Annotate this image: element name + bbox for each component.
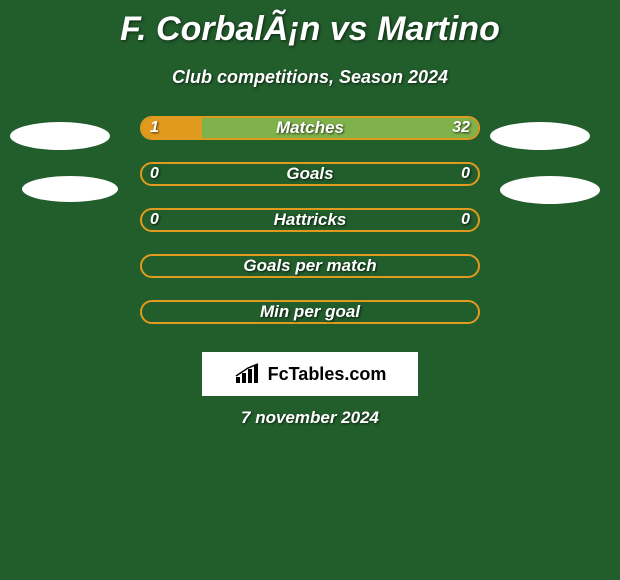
stat-value-left: 0 xyxy=(150,208,159,232)
stat-bar xyxy=(140,162,480,186)
stat-bar xyxy=(140,116,480,140)
fctables-logo[interactable]: FcTables.com xyxy=(202,352,418,396)
stat-value-right: 0 xyxy=(461,162,470,186)
page-root: F. CorbalÃ¡n vs Martino Club competition… xyxy=(0,0,620,580)
page-subtitle: Club competitions, Season 2024 xyxy=(0,67,620,88)
stat-row: Goals per match xyxy=(0,254,620,282)
stat-value-left: 0 xyxy=(150,162,159,186)
stat-value-left: 1 xyxy=(150,116,159,140)
stat-row: Goals00 xyxy=(0,162,620,190)
date-label: 7 november 2024 xyxy=(0,408,620,428)
page-title: F. CorbalÃ¡n vs Martino xyxy=(0,0,620,49)
stat-value-right: 0 xyxy=(461,208,470,232)
stat-bar xyxy=(140,254,480,278)
stat-value-right: 32 xyxy=(452,116,470,140)
stat-bar xyxy=(140,208,480,232)
logo-bars-icon xyxy=(234,363,262,385)
stat-bar xyxy=(140,300,480,324)
stat-bar-right-fill xyxy=(202,118,478,138)
stat-row: Min per goal xyxy=(0,300,620,328)
logo-text: FcTables.com xyxy=(268,364,387,385)
stat-row: Hattricks00 xyxy=(0,208,620,236)
stat-row: Matches132 xyxy=(0,116,620,144)
